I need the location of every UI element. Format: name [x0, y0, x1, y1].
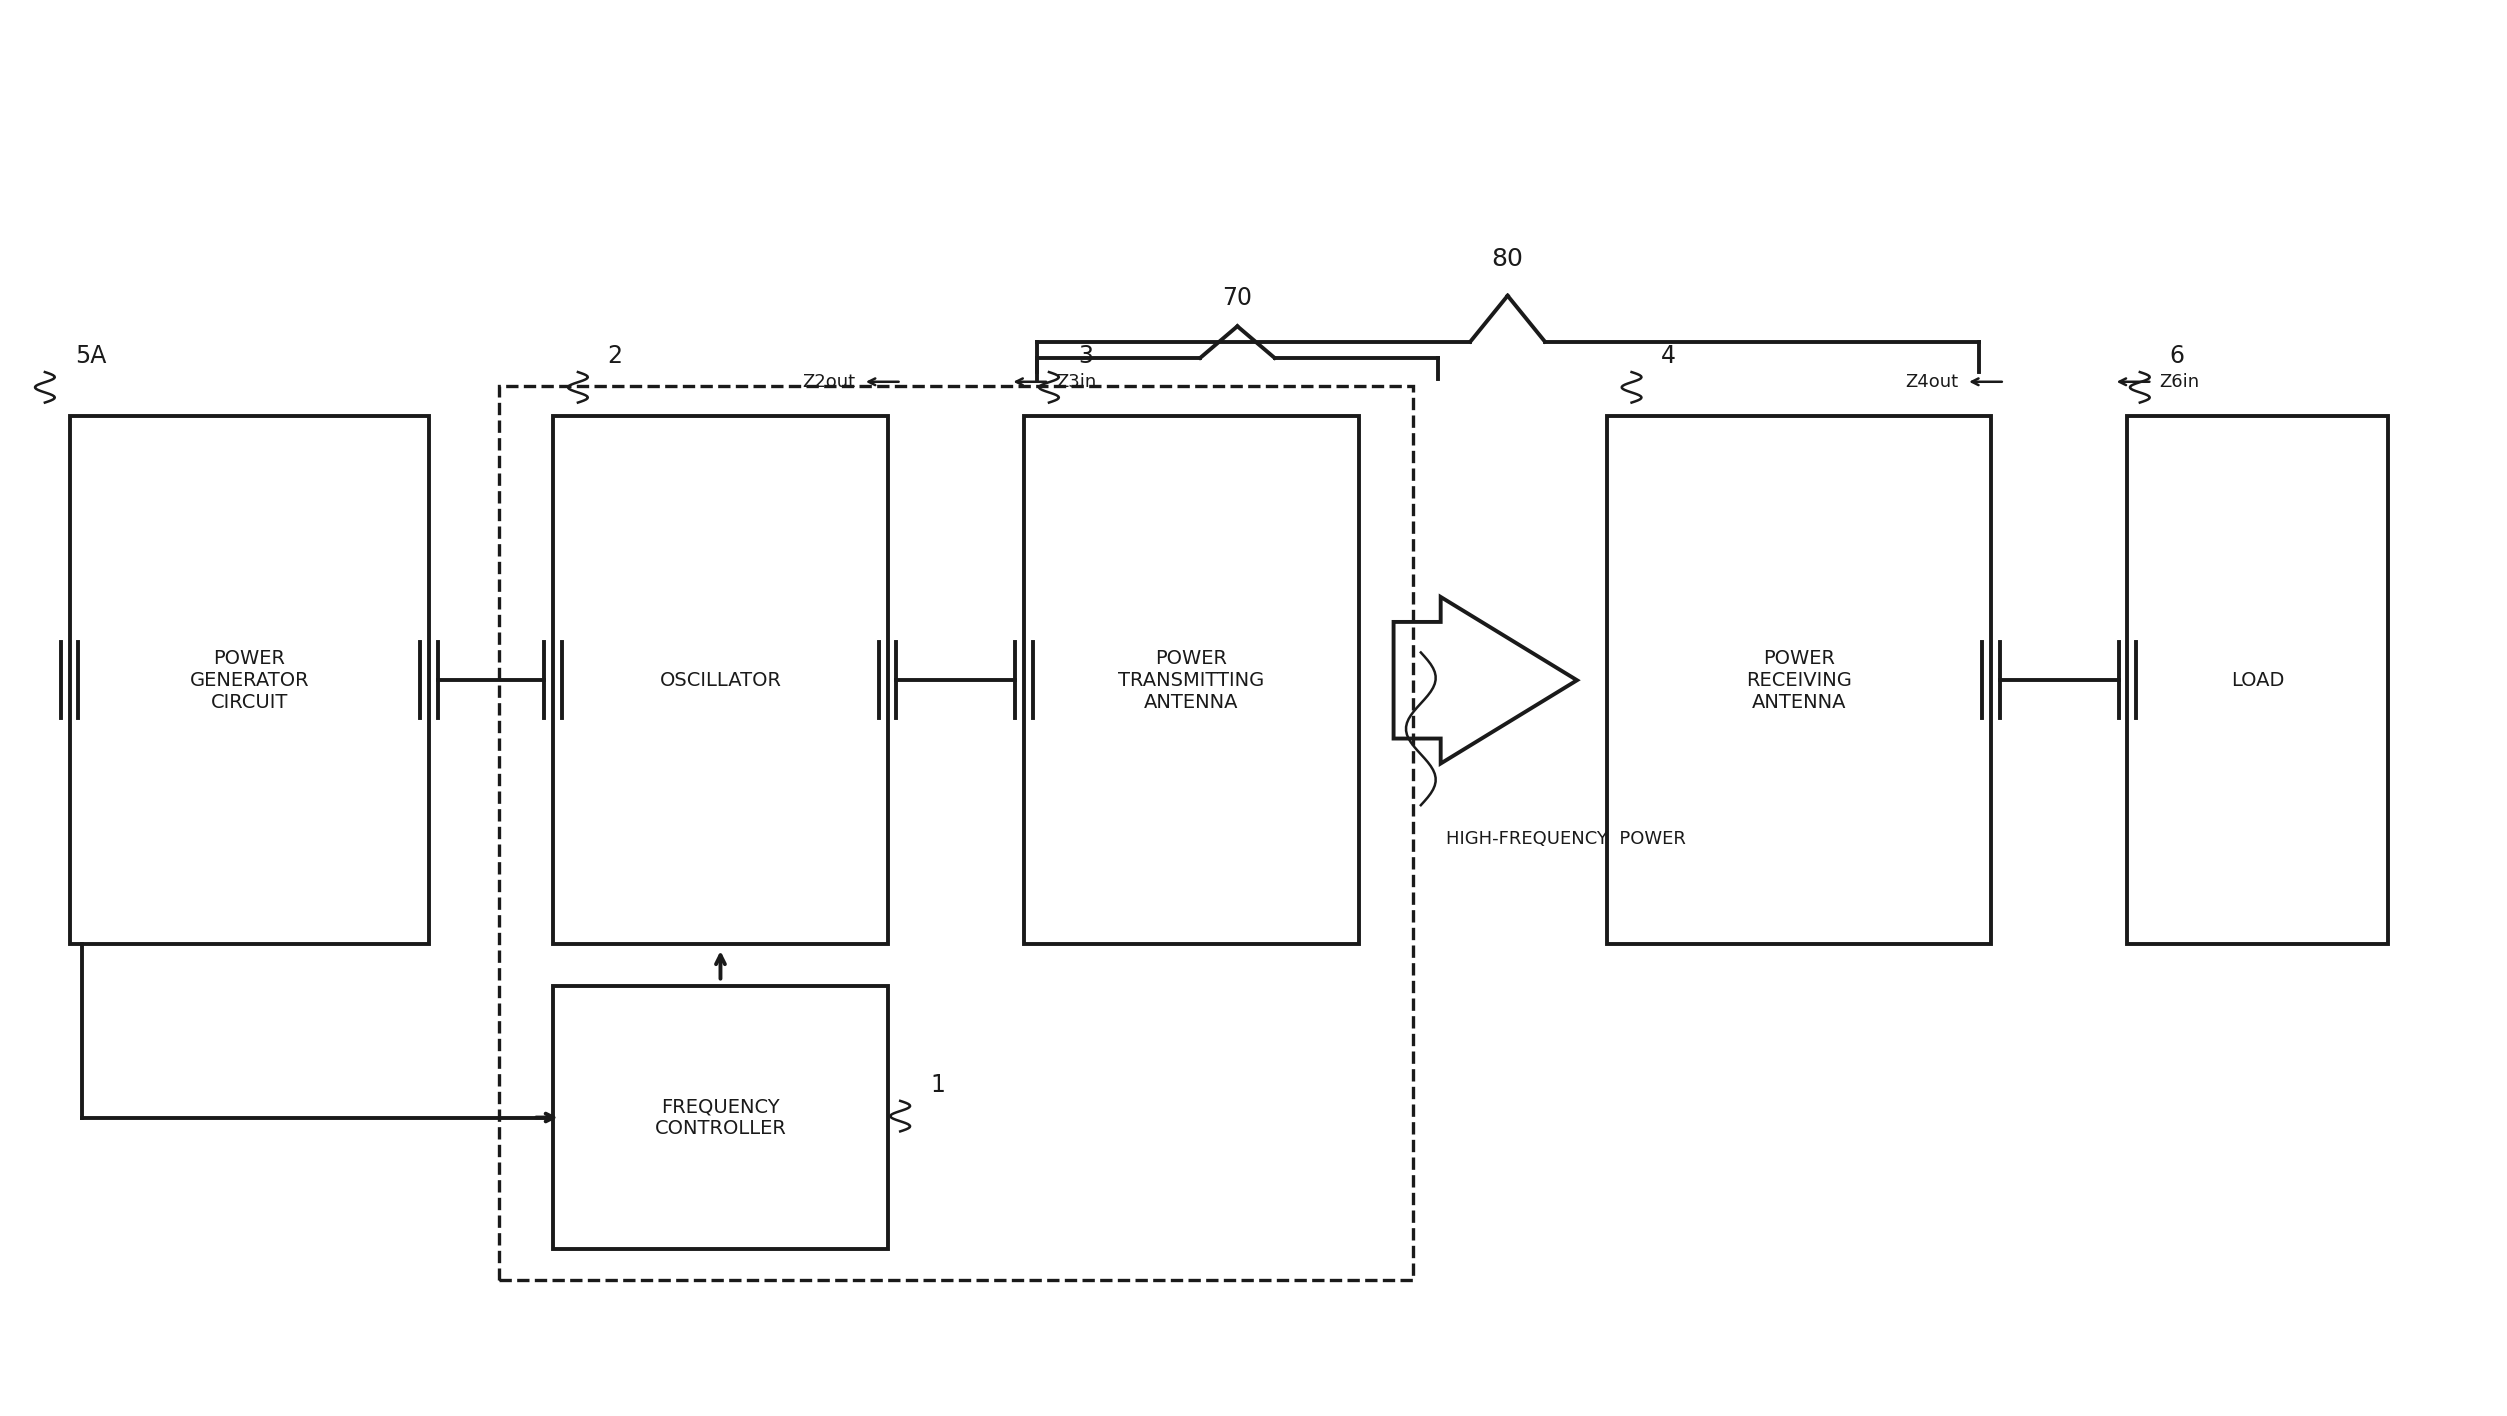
- Bar: [70, 416, 429, 944]
- Text: POWER
TRANSMITTING
ANTENNA: POWER TRANSMITTING ANTENNA: [1118, 649, 1264, 712]
- Bar: [1607, 416, 1991, 944]
- Text: 5A: 5A: [75, 344, 105, 368]
- Text: Z2out: Z2out: [802, 372, 855, 391]
- Polygon shape: [1394, 598, 1577, 763]
- Text: 80: 80: [1492, 246, 1524, 270]
- Text: 70: 70: [1223, 286, 1254, 310]
- Text: Z4out: Z4out: [1905, 372, 1958, 391]
- Text: POWER
RECEIVING
ANTENNA: POWER RECEIVING ANTENNA: [1745, 649, 1853, 712]
- Text: 6: 6: [2169, 344, 2184, 368]
- Bar: [554, 986, 887, 1249]
- Bar: [2128, 416, 2387, 944]
- Bar: [554, 416, 887, 944]
- Text: LOAD: LOAD: [2231, 671, 2284, 690]
- Text: 3: 3: [1078, 344, 1093, 368]
- Text: 2: 2: [607, 344, 622, 368]
- Text: FREQUENCY
CONTROLLER: FREQUENCY CONTROLLER: [654, 1097, 787, 1138]
- Text: HIGH-FREQUENCY  POWER: HIGH-FREQUENCY POWER: [1447, 830, 1685, 848]
- Text: Z6in: Z6in: [2159, 372, 2199, 391]
- Bar: [1025, 416, 1359, 944]
- Text: OSCILLATOR: OSCILLATOR: [659, 671, 782, 690]
- Text: POWER
GENERATOR
CIRCUIT: POWER GENERATOR CIRCUIT: [191, 649, 308, 712]
- Text: Z3in: Z3in: [1055, 372, 1096, 391]
- Text: 4: 4: [1662, 344, 1677, 368]
- Bar: [499, 387, 1414, 1280]
- Text: 1: 1: [930, 1073, 945, 1097]
